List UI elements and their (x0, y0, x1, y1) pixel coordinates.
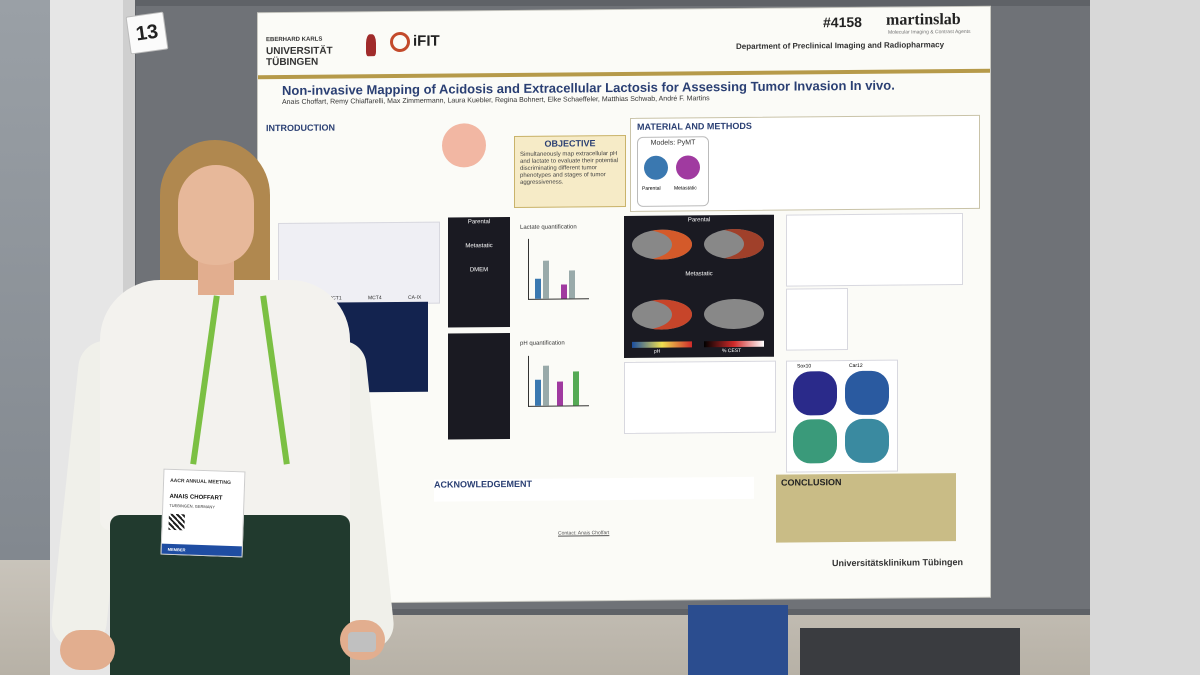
ph-colorbar (632, 341, 692, 348)
metastatic-label: Metastatic (674, 185, 697, 192)
objective-box: OBJECTIVE Simultaneously map extracellul… (514, 134, 626, 208)
ph-maps (448, 332, 510, 440)
ph-colorbar-label: pH (654, 348, 661, 355)
ph-quant-title: pH quantification (520, 340, 565, 347)
hospital-logo: Universitätsklinikum Tübingen (832, 557, 964, 569)
badge-city: TUEBINGEN, GERMANY (169, 502, 216, 510)
sox10-label: Sox10 (797, 363, 812, 370)
acknowledgement-heading: ACKNOWLEDGEMENT (434, 478, 532, 490)
spatial-transcriptomics-figure: Sox10 Car12 (786, 359, 898, 473)
lactate-maps: Parental Metastatic DMEM (448, 216, 510, 328)
spatial-map-3 (793, 419, 837, 464)
spatial-map-1 (793, 371, 837, 416)
lab-subtitle: Molecular Imaging & Contrast Agents (888, 28, 971, 36)
ifit-logo: iFIT (390, 31, 440, 53)
maps-dmem-label: DMEM (469, 267, 489, 274)
ifit-ring-icon (390, 31, 410, 53)
cest-colorbar (704, 340, 764, 348)
correlation-plot (624, 360, 776, 434)
mri-parental-label: Parental (687, 217, 711, 224)
methods-section: MATERIAL AND METHODS Models: PyMT Parent… (630, 114, 980, 212)
background-person (688, 605, 788, 675)
board-frame-right (1090, 0, 1200, 675)
mri-slice-2 (704, 228, 764, 260)
mri-metastatic-label: Metastatic (685, 271, 713, 278)
objective-text: Simultaneously map extracellular pH and … (520, 151, 619, 186)
models-label: Models: PyMT (650, 139, 696, 147)
models-panel: Models: PyMT Parental Metastatic (637, 136, 709, 207)
lactate-bar-chart (528, 238, 589, 300)
car12-label: Car12 (849, 362, 863, 370)
presenter-person: AACR ANNUAL MEETING ANAIS CHOFFART TUEBI… (48, 130, 400, 675)
wristwatch (348, 632, 376, 652)
mri-slice-1 (632, 229, 692, 260)
mri-cest-figure: Parental Metastatic pH % CEST (624, 214, 774, 358)
face (178, 165, 254, 265)
qr-code-icon (168, 513, 185, 531)
metastatic-cell-icon (676, 155, 700, 180)
methods-heading: MATERIAL AND METHODS (637, 120, 752, 132)
maps-metastatic-label: Metastatic (465, 243, 493, 250)
nmr-figure (786, 213, 963, 287)
spatial-map-2 (845, 370, 889, 416)
conclusion-heading: CONCLUSION (781, 477, 842, 488)
left-hand (60, 630, 115, 670)
name-badge: AACR ANNUAL MEETING ANAIS CHOFFART TUEBI… (160, 468, 246, 558)
cest-colorbar-label: % CEST (722, 347, 742, 355)
ph-bar-chart (528, 355, 589, 407)
maps-parental-label: Parental (467, 219, 491, 226)
cell-diagram (442, 123, 486, 168)
background-chair (800, 628, 1020, 675)
mri-slice-3 (632, 299, 692, 330)
department-line: Department of Preclinical Imaging and Ra… (736, 40, 945, 52)
badge-name: ANAIS CHOFFART (169, 493, 223, 502)
poster-header: EBERHARD KARLS UNIVERSITÄT TÜBINGEN iFIT… (258, 6, 990, 86)
university-logo: EBERHARD KARLS UNIVERSITÄT TÜBINGEN (266, 34, 376, 68)
contact-line: Contact: Anais Choffart (558, 530, 610, 537)
parental-label: Parental (642, 185, 661, 192)
spatial-map-4 (845, 418, 889, 464)
lactate-uptake-chart (786, 288, 848, 351)
university-seal-icon (366, 34, 376, 57)
acknowledgement-section: ACKNOWLEDGEMENT (434, 476, 754, 502)
lab-logo: martinslab (886, 11, 961, 29)
green-lanyard (190, 295, 290, 475)
ca9-label: CA-IX (408, 294, 422, 301)
conclusion-section: CONCLUSION (776, 473, 956, 543)
mri-slice-4 (704, 298, 764, 330)
parental-cell-icon (644, 155, 668, 180)
poster-number: #4158 (823, 13, 862, 31)
badge-meeting: AACR ANNUAL MEETING (169, 477, 232, 486)
booth-number-tag: 13 (125, 11, 169, 55)
badge-type-strip: MEMBER (161, 543, 242, 557)
lactate-quant-title: Lactate quantification (520, 224, 577, 231)
